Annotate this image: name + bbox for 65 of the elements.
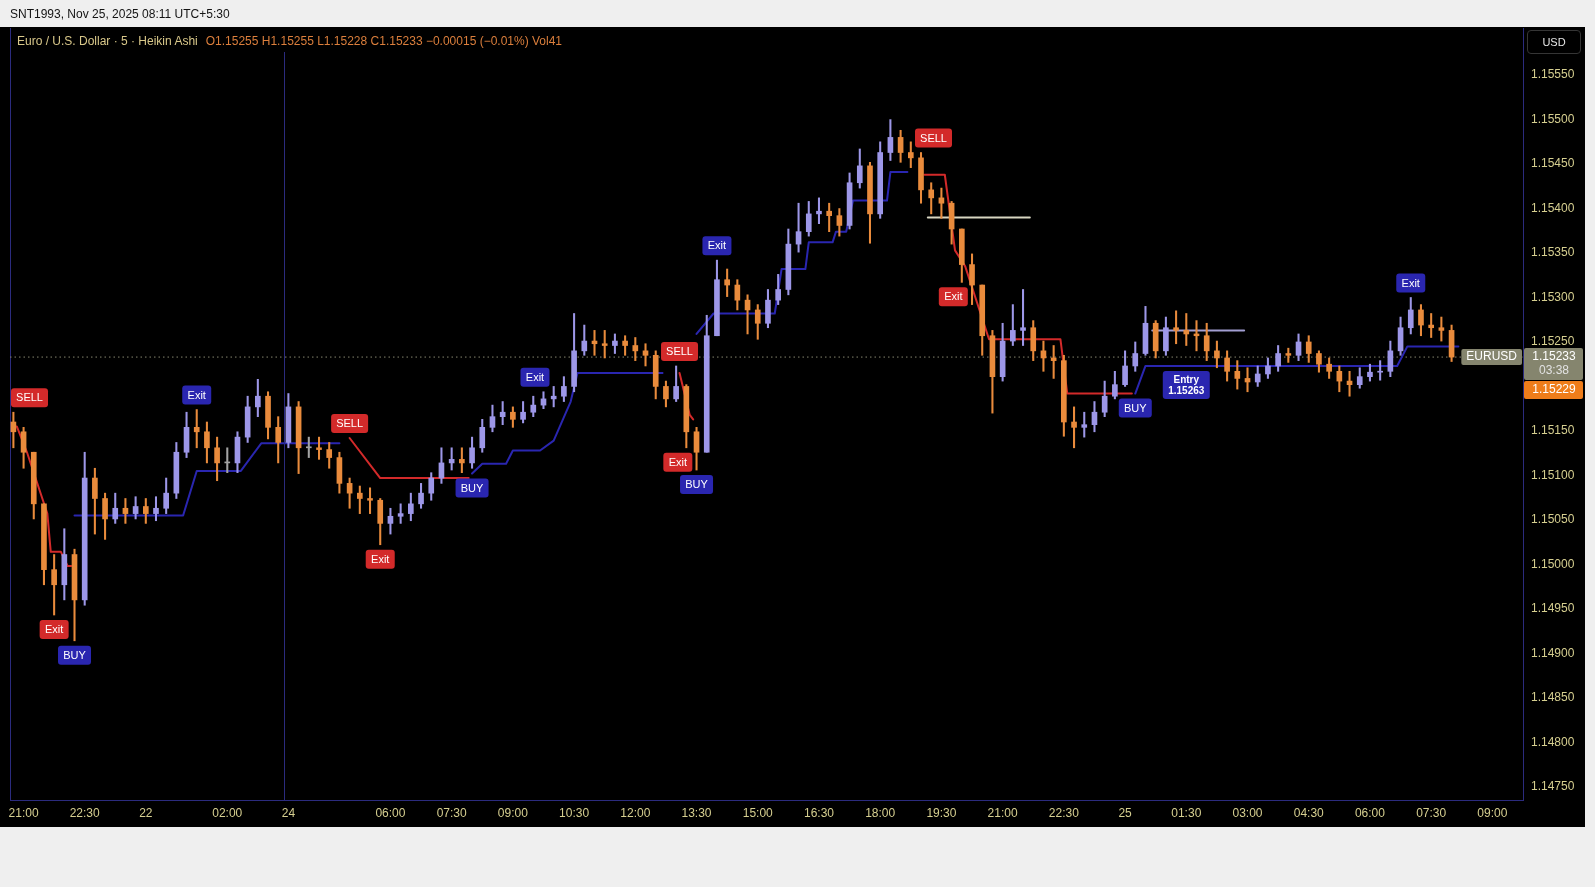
x-tick-label: 25 — [1118, 805, 1133, 820]
annotation: Exit — [371, 552, 390, 565]
x-tick-label: 06:00 — [375, 805, 406, 820]
text: Euro / U.S. Dollar · 5 · Heikin Ashi — [17, 34, 198, 48]
y-tick-label: 1.15250 — [1530, 334, 1575, 349]
x-tick-label: 21:00 — [987, 805, 1018, 820]
y-tick-label: 1.14800 — [1530, 734, 1575, 749]
y-tick-label: 1.15400 — [1530, 200, 1575, 215]
ref-line-label: EURUSD — [1466, 349, 1518, 364]
y-tick-label: 1.15350 — [1530, 245, 1575, 260]
y-tick-label: 1.15050 — [1530, 512, 1575, 527]
x-tick-label: 01:30 — [1171, 805, 1202, 820]
y-tick-label: 1.14950 — [1530, 601, 1575, 616]
y-axis-title: USD — [1527, 30, 1581, 54]
x-tick-label: 24 — [281, 805, 296, 820]
annotation: SELL — [920, 131, 947, 144]
x-tick-label: 18:00 — [865, 805, 896, 820]
x-tick-label: 07:30 — [436, 805, 467, 820]
y-tick-label: 1.15100 — [1530, 467, 1575, 482]
y-tick-label: 1.15300 — [1530, 289, 1575, 304]
annotation: BUY — [63, 648, 87, 661]
x-tick-label: 21:00 — [8, 805, 39, 820]
text: 1.15229 — [1532, 382, 1577, 397]
y-tick-label: 1.15550 — [1530, 67, 1575, 82]
annotation: Exit — [187, 388, 206, 401]
annotation: Entry 1.15263 — [1168, 373, 1205, 396]
x-tick-label: 19:30 — [926, 805, 957, 820]
annotation: BUY — [685, 478, 709, 491]
text: SNT1993, Nov 25, 2025 08:11 UTC+5:30 — [10, 7, 230, 21]
y-tick-label: 1.14850 — [1530, 690, 1575, 705]
annotation: SELL — [666, 345, 693, 357]
y-tick-label: 1.15150 — [1530, 423, 1575, 438]
x-tick-label: 22 — [139, 805, 153, 820]
x-tick-label: 13:30 — [681, 805, 712, 820]
text: O1.15255 H1.15255 L1.15228 C1.15233 −0.00015 (−0.01%) Vol41 — [205, 34, 563, 48]
annotation: Exit — [707, 239, 727, 252]
x-tick-label: 15:00 — [742, 805, 774, 820]
x-tick-label: 10:30 — [559, 805, 590, 820]
x-tick-label: 04:30 — [1293, 805, 1325, 820]
x-tick-label: 12:00 — [620, 805, 651, 820]
y-tick-label: 1.15000 — [1530, 556, 1575, 571]
x-tick-label: 22:30 — [1048, 805, 1080, 820]
annotation: Exit — [668, 455, 687, 468]
x-tick-label: 16:30 — [803, 805, 835, 820]
annotation: BUY — [460, 481, 485, 494]
annotation: SELL — [16, 391, 43, 404]
x-tick-label: 22:30 — [69, 805, 101, 820]
y-tick-label: 1.14750 — [1530, 778, 1575, 793]
annotation: Exit — [944, 290, 963, 303]
annotation: Exit — [44, 623, 64, 636]
text: 1.15233 — [1532, 349, 1577, 364]
x-tick-label: 02:00 — [212, 805, 243, 820]
annotation: BUY — [1123, 401, 1148, 414]
x-tick-label: 09:00 — [1477, 805, 1508, 820]
text: 03:38 — [1538, 363, 1570, 378]
y-tick-label: 1.15450 — [1530, 156, 1575, 171]
y-tick-label: 1.15500 — [1530, 111, 1575, 126]
annotation: SELL — [336, 417, 364, 430]
x-tick-label: 03:00 — [1232, 805, 1263, 820]
y-tick-label: 1.14900 — [1530, 645, 1575, 660]
x-tick-label: 06:00 — [1354, 805, 1386, 820]
x-tick-label: 07:30 — [1416, 805, 1447, 820]
annotation: Exit — [1401, 276, 1420, 289]
annotation: Exit — [525, 370, 545, 383]
x-tick-label: 09:00 — [497, 805, 529, 820]
